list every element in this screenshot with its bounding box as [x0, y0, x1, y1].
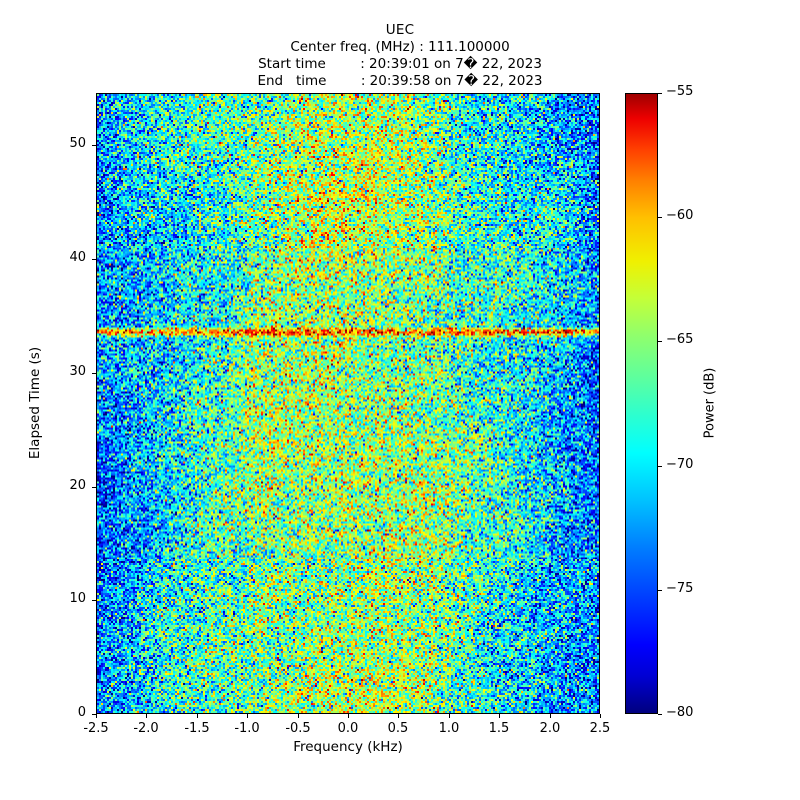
x-tick-mark — [146, 714, 147, 718]
colorbar-tick-mark — [658, 93, 662, 94]
title-line-center-freq: Center freq. (MHz) : 111.100000 — [290, 39, 510, 55]
colorbar-gradient — [626, 94, 657, 713]
x-tick-mark — [197, 714, 198, 718]
title-line-start-time: Start time : 20:39:01 on 7� 22, 2023 — [258, 56, 542, 72]
x-tick-label: 2.0 — [539, 721, 561, 736]
x-tick-label: -0.5 — [285, 721, 311, 736]
y-tick-label: 30 — [69, 364, 86, 379]
x-tick-mark — [298, 714, 299, 718]
colorbar-label: Power (dB) — [702, 367, 718, 439]
x-tick-label: 1.0 — [438, 721, 460, 736]
y-tick-label: 0 — [77, 705, 86, 720]
x-tick-label: 1.5 — [488, 721, 510, 736]
x-tick-mark — [96, 714, 97, 718]
x-axis-label: Frequency (kHz) — [293, 739, 403, 755]
y-tick-mark — [92, 487, 96, 488]
colorbar-tick-label: −65 — [666, 332, 694, 347]
y-axis-label: Elapsed Time (s) — [27, 346, 43, 460]
x-tick-label: -1.0 — [234, 721, 260, 736]
y-tick-label: 20 — [69, 478, 86, 493]
colorbar-tick-label: −60 — [666, 208, 694, 223]
colorbar-tick-mark — [658, 341, 662, 342]
y-tick-mark — [92, 373, 96, 374]
y-tick-mark — [92, 259, 96, 260]
spectrogram-plot-area — [96, 93, 600, 714]
colorbar-tick-mark — [658, 590, 662, 591]
colorbar-tick-mark — [658, 217, 662, 218]
colorbar-tick-mark — [658, 466, 662, 467]
colorbar-tick-mark — [658, 714, 662, 715]
x-tick-mark — [398, 714, 399, 718]
x-tick-mark — [550, 714, 551, 718]
colorbar-tick-label: −75 — [666, 581, 694, 596]
x-tick-label: -1.5 — [184, 721, 210, 736]
colorbar-tick-label: −70 — [666, 457, 694, 472]
title-line-station: UEC — [385, 22, 415, 38]
x-tick-mark — [449, 714, 450, 718]
colorbar-tick-label: −55 — [666, 84, 694, 99]
x-tick-label: -2.5 — [83, 721, 109, 736]
y-tick-mark — [92, 145, 96, 146]
y-tick-label: 50 — [69, 136, 86, 151]
spectrogram-image — [97, 94, 599, 713]
title-line-end-time: End time : 20:39:58 on 7� 22, 2023 — [257, 73, 543, 89]
x-tick-label: 0.5 — [387, 721, 409, 736]
y-tick-mark — [92, 714, 96, 715]
x-tick-label: -2.0 — [133, 721, 159, 736]
x-tick-label: 2.5 — [589, 721, 611, 736]
colorbar — [625, 93, 658, 714]
x-tick-mark — [247, 714, 248, 718]
x-tick-mark — [348, 714, 349, 718]
x-tick-label: 0.0 — [337, 721, 359, 736]
y-tick-label: 40 — [69, 250, 86, 265]
x-tick-mark — [600, 714, 601, 718]
plot-title-block: UEC Center freq. (MHz) : 111.100000 Star… — [0, 22, 800, 90]
y-tick-mark — [92, 600, 96, 601]
y-tick-label: 10 — [69, 591, 86, 606]
colorbar-tick-label: −80 — [666, 705, 694, 720]
x-tick-mark — [499, 714, 500, 718]
